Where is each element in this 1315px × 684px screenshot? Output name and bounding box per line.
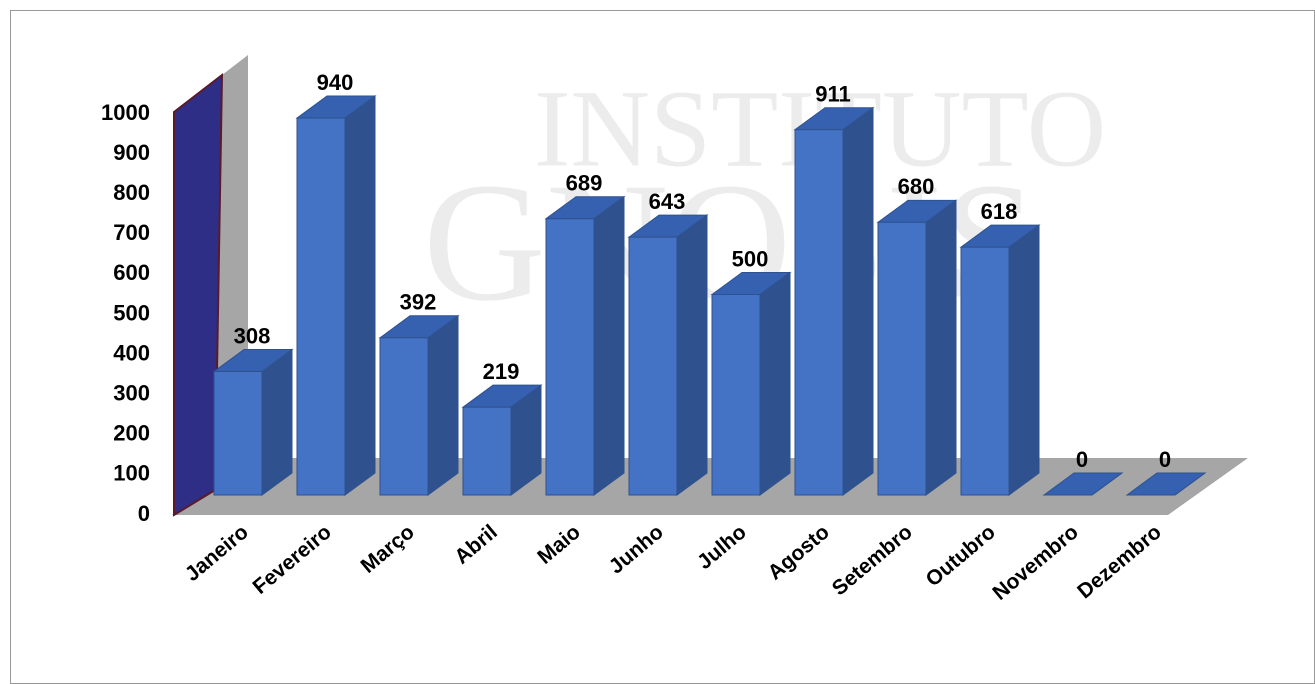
bar-side [344, 95, 376, 496]
value-label: 0 [1159, 447, 1171, 472]
y-tick-label: 800 [113, 180, 150, 205]
value-label: 940 [317, 70, 354, 95]
bar-side [759, 271, 791, 496]
value-label: 618 [981, 199, 1018, 224]
bar [877, 221, 927, 496]
bar-side [261, 348, 293, 496]
bar-side [1008, 224, 1040, 496]
y-tick-label: 400 [113, 340, 150, 365]
value-label: 392 [400, 290, 437, 315]
value-label: 689 [566, 171, 603, 196]
value-label: 911 [815, 82, 851, 107]
bar [960, 246, 1010, 496]
bar-side [925, 199, 957, 496]
bar [296, 117, 346, 496]
bar-top [1125, 472, 1207, 496]
value-label: 308 [234, 323, 271, 348]
value-label: 500 [732, 246, 769, 271]
y-tick-label: 900 [113, 140, 150, 165]
bar [711, 294, 761, 496]
bar [794, 129, 844, 496]
y-tick-label: 300 [113, 381, 150, 406]
y-tick-label: 600 [113, 260, 150, 285]
y-tick-label: 500 [113, 300, 150, 325]
bar-side [676, 214, 708, 496]
bar [462, 406, 512, 496]
bar-top [1042, 472, 1124, 496]
y-tick-label: 1000 [101, 100, 150, 125]
bar [628, 236, 678, 496]
bar [545, 218, 595, 496]
value-label: 680 [898, 174, 935, 199]
bar [213, 370, 263, 496]
bar [379, 337, 429, 496]
value-label: 219 [483, 359, 520, 384]
value-label: 0 [1076, 447, 1088, 472]
y-tick-label: 0 [138, 501, 150, 526]
value-label: 643 [649, 189, 686, 214]
bar-side [842, 106, 874, 496]
bar-side [427, 314, 459, 496]
y-tick-label: 100 [113, 461, 150, 486]
bar-side [593, 195, 625, 496]
y-tick-label: 200 [113, 421, 150, 446]
y-tick-label: 700 [113, 220, 150, 245]
